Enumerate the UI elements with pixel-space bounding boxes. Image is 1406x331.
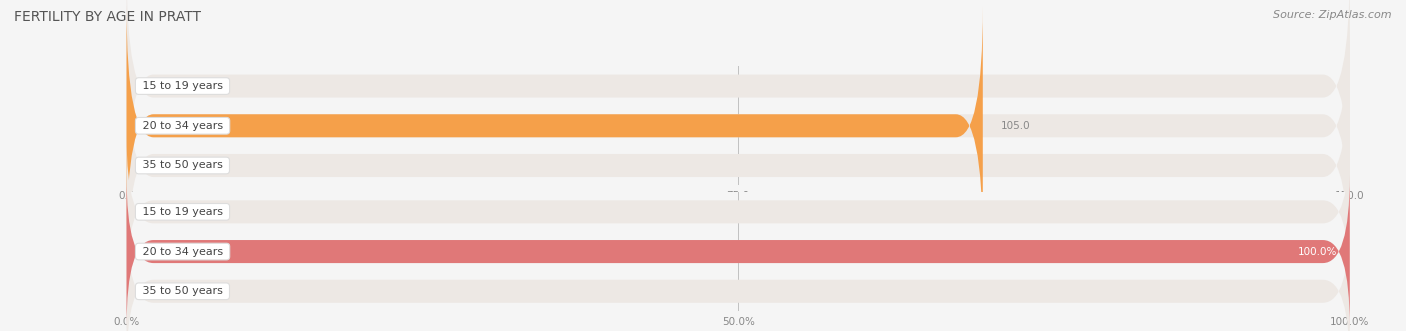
Text: 35 to 50 years: 35 to 50 years bbox=[139, 286, 226, 296]
Text: 15 to 19 years: 15 to 19 years bbox=[139, 207, 226, 217]
Text: 0.0%: 0.0% bbox=[145, 286, 172, 296]
Text: 105.0: 105.0 bbox=[1001, 121, 1031, 131]
FancyBboxPatch shape bbox=[127, 176, 1350, 327]
Text: 15 to 19 years: 15 to 19 years bbox=[139, 81, 226, 91]
FancyBboxPatch shape bbox=[127, 176, 1350, 327]
FancyBboxPatch shape bbox=[127, 6, 1350, 245]
Text: 0.0%: 0.0% bbox=[145, 207, 172, 217]
FancyBboxPatch shape bbox=[127, 136, 1350, 288]
Text: 0.0: 0.0 bbox=[145, 81, 162, 91]
Text: 20 to 34 years: 20 to 34 years bbox=[139, 247, 226, 257]
Text: FERTILITY BY AGE IN PRATT: FERTILITY BY AGE IN PRATT bbox=[14, 10, 201, 24]
FancyBboxPatch shape bbox=[127, 215, 1350, 331]
Text: 0.0: 0.0 bbox=[145, 161, 162, 170]
FancyBboxPatch shape bbox=[127, 46, 1350, 285]
Text: 20 to 34 years: 20 to 34 years bbox=[139, 121, 226, 131]
FancyBboxPatch shape bbox=[127, 0, 1350, 206]
Text: 100.0%: 100.0% bbox=[1298, 247, 1337, 257]
Text: 35 to 50 years: 35 to 50 years bbox=[139, 161, 226, 170]
Text: Source: ZipAtlas.com: Source: ZipAtlas.com bbox=[1274, 10, 1392, 20]
FancyBboxPatch shape bbox=[127, 6, 983, 245]
